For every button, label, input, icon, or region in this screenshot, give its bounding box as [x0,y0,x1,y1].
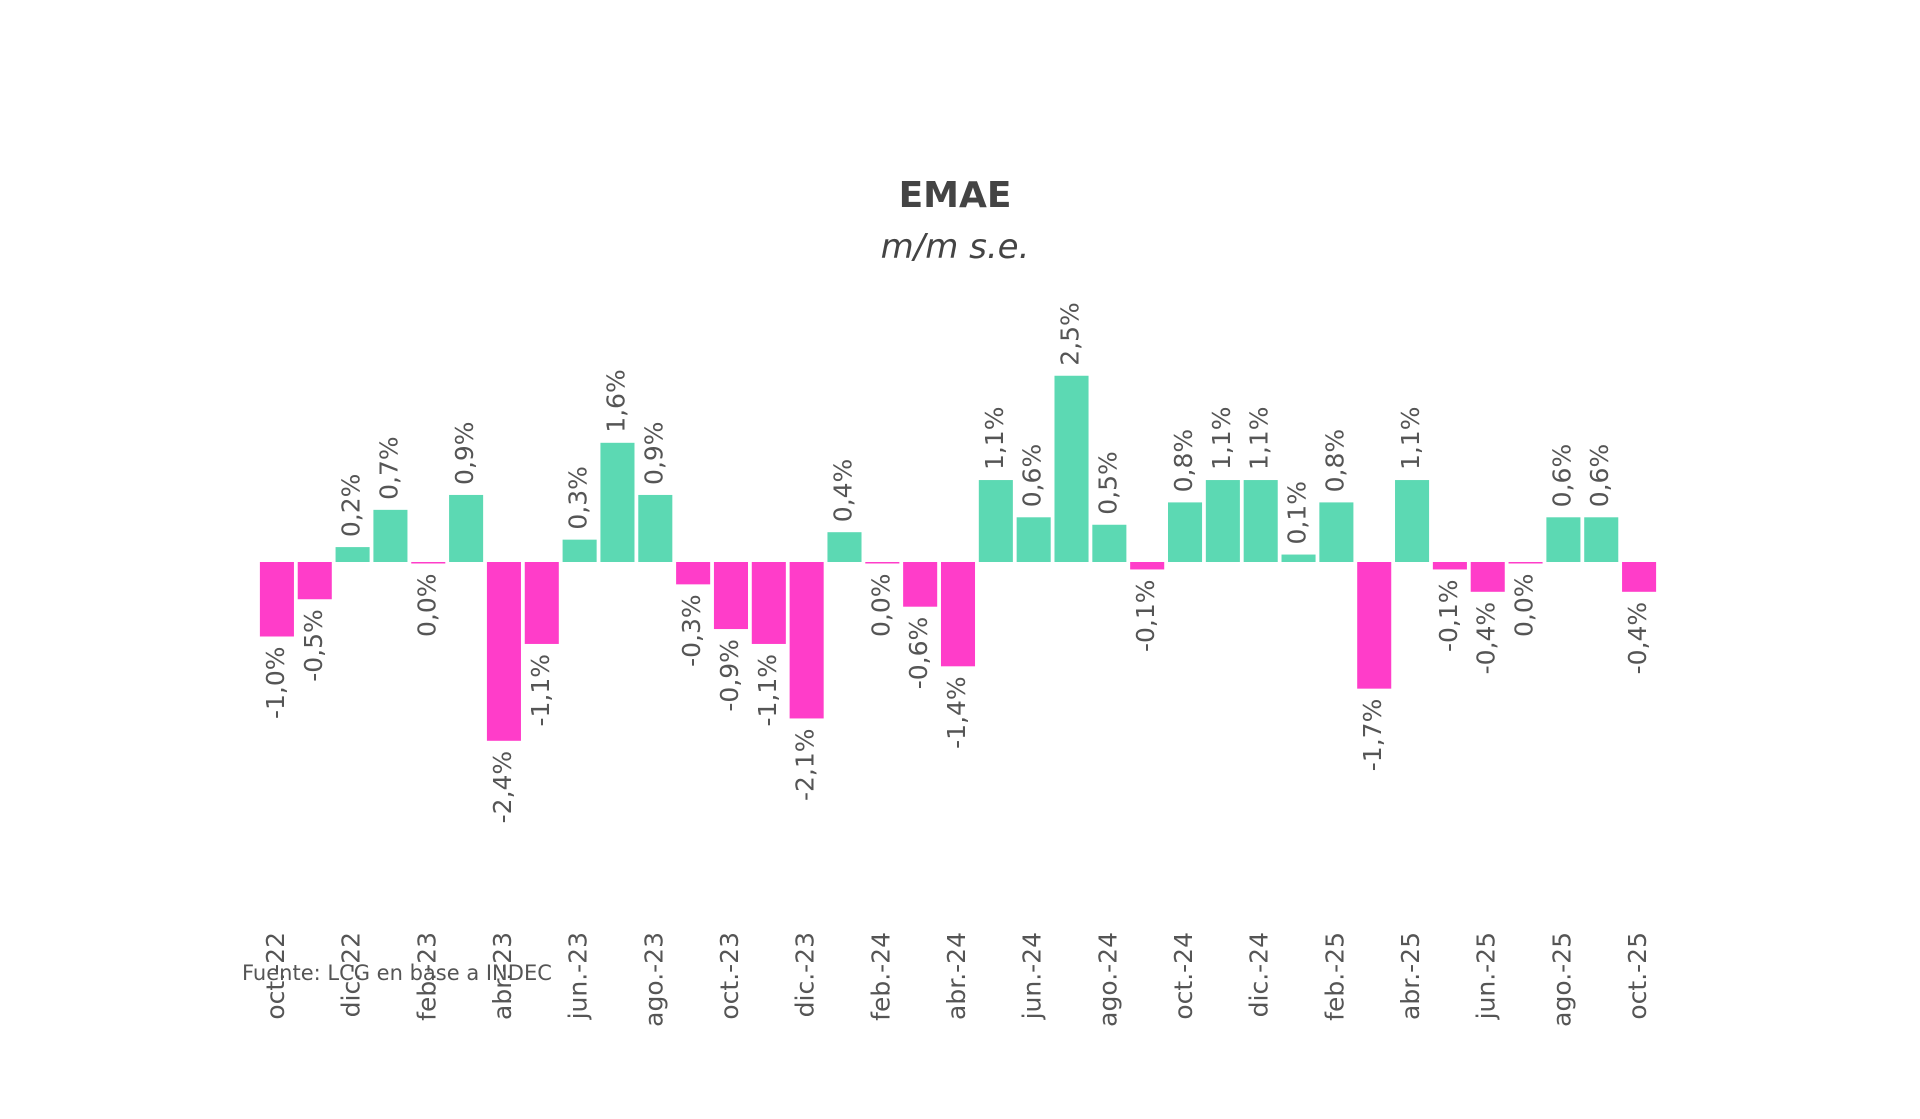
value-label: 0,0% [412,574,441,638]
value-label: 1,1% [1396,407,1425,471]
bar [449,494,484,562]
value-label: 0,6% [1018,444,1047,508]
x-tick-label: ago.-25 [1547,932,1576,1027]
x-tick-label: ago.-24 [1093,932,1122,1027]
bar [978,480,1013,562]
bar [1508,562,1543,564]
bar [486,562,521,741]
x-tick-label: jun.-24 [1018,932,1047,1020]
value-label: 0,8% [1169,429,1198,493]
value-label: 0,7% [374,436,403,500]
value-label: -0,3% [677,594,706,667]
value-label: -1,4% [942,676,971,749]
bar [1584,517,1619,562]
x-tick-label: feb.-25 [1320,932,1349,1021]
value-label: -0,1% [1434,579,1463,652]
bar [903,562,938,607]
value-label: -2,1% [791,728,820,801]
x-tick-label: dic.-23 [791,932,820,1017]
value-label: 0,9% [450,421,479,485]
bar [600,442,635,562]
value-label: 1,1% [980,407,1009,471]
x-tick-label: abr.-25 [1396,932,1425,1020]
bar [297,562,332,600]
value-label: 1,6% [601,369,630,433]
bar [1016,517,1051,562]
bar [1470,562,1505,592]
value-label: 0,3% [564,466,593,530]
value-label: 0,1% [1283,481,1312,545]
value-label: 0,9% [639,421,668,485]
x-tick-label: feb.-23 [412,932,441,1021]
chart-title: EMAE [899,175,1012,216]
value-label: -0,4% [1623,602,1652,675]
value-label: -0,6% [904,617,933,690]
value-label: -1,1% [753,654,782,727]
value-label: 0,5% [1093,451,1122,515]
value-label: -1,0% [261,647,290,720]
bar [1319,502,1354,562]
bar [676,562,711,585]
x-tick-label: oct.-23 [715,932,744,1020]
bar [1281,554,1316,562]
value-label: -0,5% [299,609,328,682]
value-label: -0,9% [715,639,744,712]
value-label: -1,7% [1358,699,1387,772]
bar [713,562,748,630]
bar [865,562,900,564]
bar [1546,517,1581,562]
value-label: 0,0% [1510,574,1539,638]
value-label: 0,6% [1585,444,1614,508]
bar [1357,562,1392,689]
x-tick-label: abr.-24 [942,932,971,1020]
bar [1432,562,1467,570]
bar [827,532,862,562]
bar [789,562,824,719]
bar [638,494,673,562]
x-tick-label: dic.-24 [1245,932,1274,1017]
x-tick-label: dic.-22 [337,932,366,1017]
bar [940,562,976,667]
bar [1622,562,1657,592]
value-label: 2,5% [1056,302,1085,366]
source-note: Fuente: LCG en base a INDEC [242,961,552,985]
x-tick-label: oct.-25 [1623,932,1652,1020]
bar [1395,480,1430,562]
value-label: 1,1% [1245,407,1274,471]
x-tick-label: feb.-24 [866,932,895,1021]
bar [524,562,559,644]
x-tick-label: jun.-25 [1472,932,1501,1020]
bar [1168,502,1203,562]
bar [1130,562,1165,570]
x-tick-label: abr.-23 [488,932,517,1020]
bar [1092,524,1127,562]
bar [562,539,597,562]
value-label: 0,4% [828,459,857,523]
bar [373,509,408,562]
x-tick-label: oct.-24 [1169,932,1198,1020]
chart-subtitle: m/m s.e. [881,227,1030,267]
bar [1243,480,1278,562]
value-label: -1,1% [526,654,555,727]
value-label: 0,6% [1547,444,1576,508]
value-label: -0,4% [1472,602,1501,675]
bar [1054,375,1089,562]
x-tick-label: oct.-22 [261,932,290,1020]
value-label: 1,1% [1207,407,1236,471]
value-label: -2,4% [488,751,517,824]
x-tick-label: ago.-23 [639,932,668,1027]
bar [335,547,370,562]
bar [259,562,294,637]
bar [411,562,446,564]
bar [1205,480,1240,562]
value-label: -0,1% [1131,579,1160,652]
value-label: 0,8% [1320,429,1349,493]
value-label: 0,0% [866,574,895,638]
bar [751,562,786,644]
value-label: 0,2% [337,474,366,538]
x-tick-label: jun.-23 [564,932,593,1020]
